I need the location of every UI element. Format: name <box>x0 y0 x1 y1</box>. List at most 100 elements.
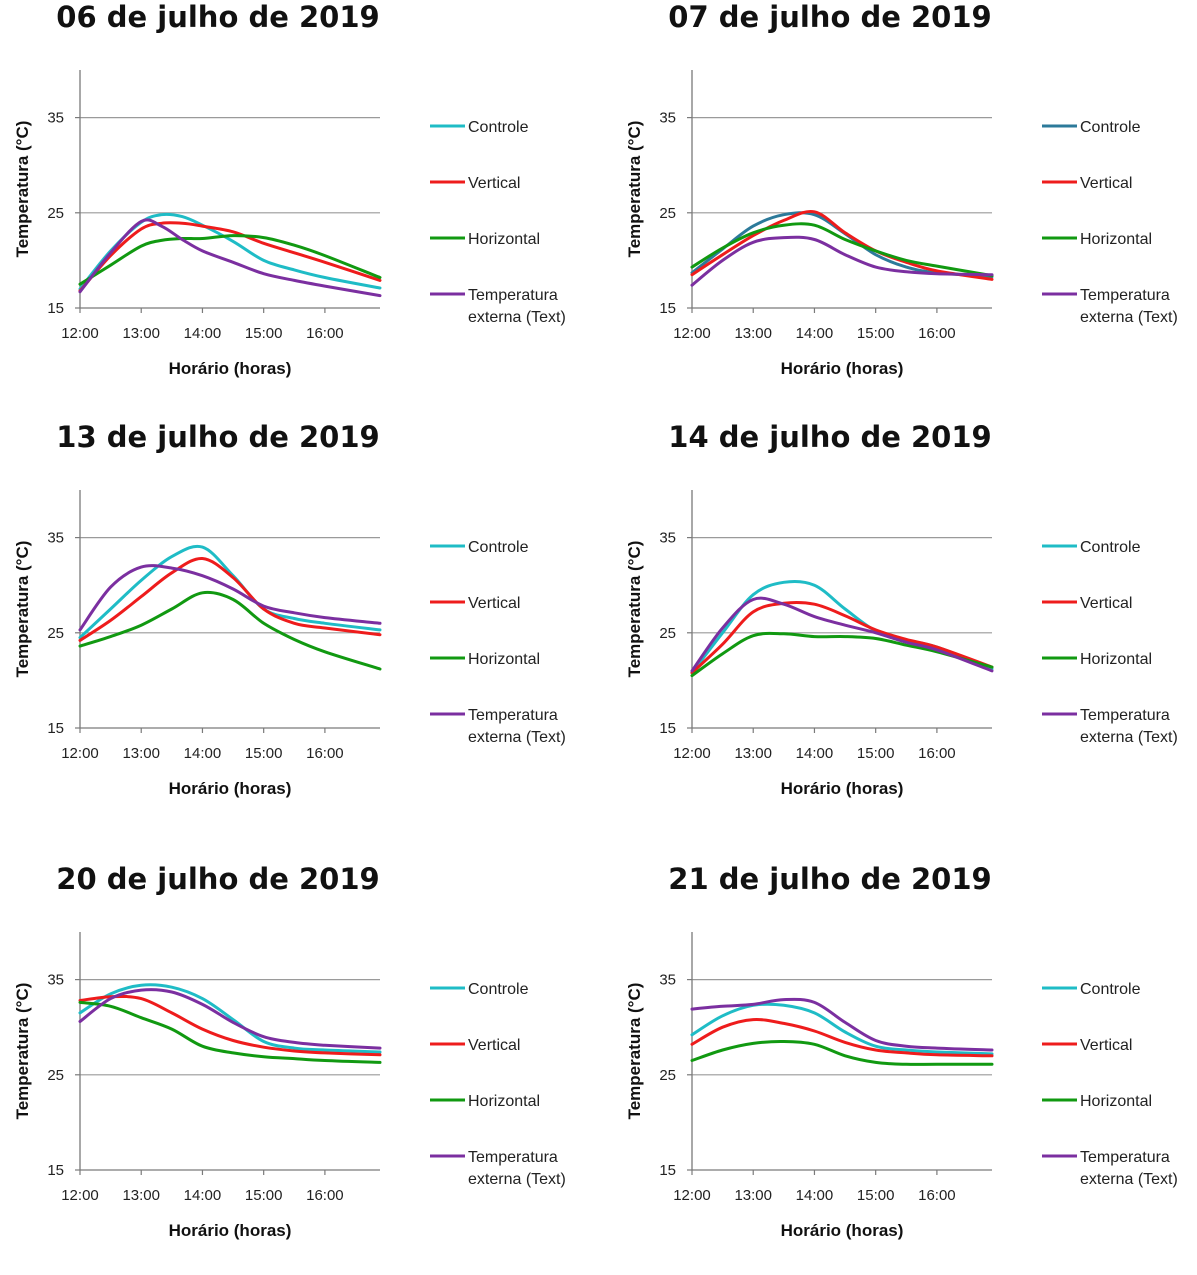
chart-panel: 21 de julho de 2019 15 25 35 12:00 13:00 14:00… <box>612 862 1197 1275</box>
y-tick-label: 15 <box>47 720 64 737</box>
series-line <box>78 218 382 298</box>
series-line <box>690 1017 994 1058</box>
y-tick-label: 35 <box>47 972 64 989</box>
x-tick-label: 14:00 <box>184 325 222 342</box>
x-tick-label: 15:00 <box>857 745 895 762</box>
chart-panel: 06 de julho de 2019 15 25 35 12:00 13:00 14:00… <box>0 0 598 413</box>
x-tick-label: 13:00 <box>734 745 772 762</box>
x-tick-label: 15:00 <box>245 325 283 342</box>
x-axis-title: Horário (horas) <box>169 779 292 798</box>
legend-label: Vertical <box>468 175 520 192</box>
x-tick-label: 12:00 <box>673 745 711 762</box>
y-tick-label: 35 <box>47 530 64 547</box>
y-tick-label: 15 <box>659 720 676 737</box>
legend-label: Horizontal <box>1080 231 1152 248</box>
y-tick-label: 25 <box>47 1067 64 1084</box>
y-axis-title: Temperatura (°C) <box>625 121 644 258</box>
y-tick-label: 25 <box>659 1067 676 1084</box>
legend-label: Horizontal <box>1080 651 1152 668</box>
series-line <box>78 988 382 1050</box>
x-axis-title: Horário (horas) <box>781 1221 904 1240</box>
legend-label: Temperatura externa (Text) <box>468 287 566 326</box>
y-tick-label: 35 <box>47 110 64 127</box>
y-axis-title: Temperatura (°C) <box>13 541 32 678</box>
series-line <box>690 1002 994 1056</box>
y-axis-title: Temperatura (°C) <box>625 541 644 678</box>
legend-label: Controle <box>468 981 529 998</box>
chart-title: 06 de julho de 2019 <box>56 0 380 34</box>
x-axis-title: Horário (horas) <box>781 779 904 798</box>
x-tick-label: 14:00 <box>796 325 834 342</box>
x-tick-label: 15:00 <box>857 325 895 342</box>
x-tick-label: 12:00 <box>61 1187 99 1204</box>
legend-label: Controle <box>468 539 529 556</box>
series-line <box>690 209 994 281</box>
legend-label: Horizontal <box>468 1093 540 1110</box>
legend-label: Horizontal <box>1080 1093 1152 1110</box>
chart-title: 20 de julho de 2019 <box>56 862 380 896</box>
x-tick-label: 16:00 <box>918 325 956 342</box>
chart-title: 14 de julho de 2019 <box>668 420 992 454</box>
series-line <box>78 1000 382 1064</box>
y-tick-label: 35 <box>659 530 676 547</box>
line-chart: 15 25 35 12:00 13:00 14:00 15:00 16:00 Horário (… <box>13 932 566 1240</box>
legend-label: Controle <box>1080 119 1141 136</box>
series-line <box>78 590 382 671</box>
legend-label: Horizontal <box>468 231 540 248</box>
series-line <box>690 631 994 678</box>
chart-title: 07 de julho de 2019 <box>668 0 992 34</box>
legend-label: Vertical <box>468 595 520 612</box>
y-tick-label: 25 <box>47 625 64 642</box>
y-axis-title: Temperatura (°C) <box>13 983 32 1120</box>
y-axis-title: Temperatura (°C) <box>13 121 32 258</box>
y-tick-label: 15 <box>659 1162 676 1179</box>
x-axis-title: Horário (horas) <box>781 359 904 378</box>
legend-label: Vertical <box>1080 1037 1132 1054</box>
series-line <box>78 221 382 293</box>
y-axis-title: Temperatura (°C) <box>625 983 644 1120</box>
x-tick-label: 16:00 <box>306 745 344 762</box>
line-chart: 15 25 35 12:00 13:00 14:00 15:00 16:00 Horário (… <box>625 490 1178 798</box>
series-line <box>78 983 382 1054</box>
legend-label: Vertical <box>1080 175 1132 192</box>
line-chart: 15 25 35 12:00 13:00 14:00 15:00 16:00 Horário (… <box>625 932 1178 1240</box>
x-tick-label: 12:00 <box>61 325 99 342</box>
chart-panel: 14 de julho de 2019 15 25 35 12:00 13:00 14:00… <box>612 420 1197 833</box>
y-tick-label: 15 <box>47 300 64 317</box>
series-line <box>78 212 382 291</box>
x-tick-label: 14:00 <box>796 745 834 762</box>
x-tick-label: 14:00 <box>184 745 222 762</box>
legend-label: Controle <box>1080 981 1141 998</box>
legend-label: Temperatura externa (Text) <box>1080 287 1178 326</box>
chart-title: 21 de julho de 2019 <box>668 862 992 896</box>
x-tick-label: 12:00 <box>61 745 99 762</box>
series-line <box>690 600 994 675</box>
legend-label: Temperatura externa (Text) <box>1080 707 1178 746</box>
chart-panel: 07 de julho de 2019 15 25 35 12:00 13:00 14:00… <box>612 0 1197 413</box>
x-tick-label: 12:00 <box>673 1187 711 1204</box>
series-line <box>690 211 994 279</box>
x-tick-label: 13:00 <box>734 325 772 342</box>
legend-label: Controle <box>1080 539 1141 556</box>
x-tick-label: 14:00 <box>184 1187 222 1204</box>
line-chart: 15 25 35 12:00 13:00 14:00 15:00 16:00 Horário (… <box>13 70 566 378</box>
chart-grid: 06 de julho de 2019 15 25 35 12:00 13:00 14:00… <box>0 0 1197 1240</box>
legend-label: Vertical <box>468 1037 520 1054</box>
x-tick-label: 16:00 <box>918 745 956 762</box>
series-line <box>78 556 382 642</box>
x-tick-label: 13:00 <box>122 1187 160 1204</box>
series-line <box>78 564 382 632</box>
series-line <box>78 544 382 640</box>
x-tick-label: 15:00 <box>857 1187 895 1204</box>
series-line <box>690 997 994 1052</box>
y-tick-label: 15 <box>659 300 676 317</box>
y-tick-label: 25 <box>659 205 676 222</box>
series-line <box>78 994 382 1057</box>
legend-label: Temperatura externa (Text) <box>468 707 566 746</box>
x-tick-label: 16:00 <box>918 1187 956 1204</box>
y-tick-label: 15 <box>47 1162 64 1179</box>
legend-label: Temperatura externa (Text) <box>1080 1149 1178 1188</box>
y-tick-label: 25 <box>47 205 64 222</box>
series-line <box>690 1039 994 1066</box>
legend-label: Controle <box>468 119 529 136</box>
